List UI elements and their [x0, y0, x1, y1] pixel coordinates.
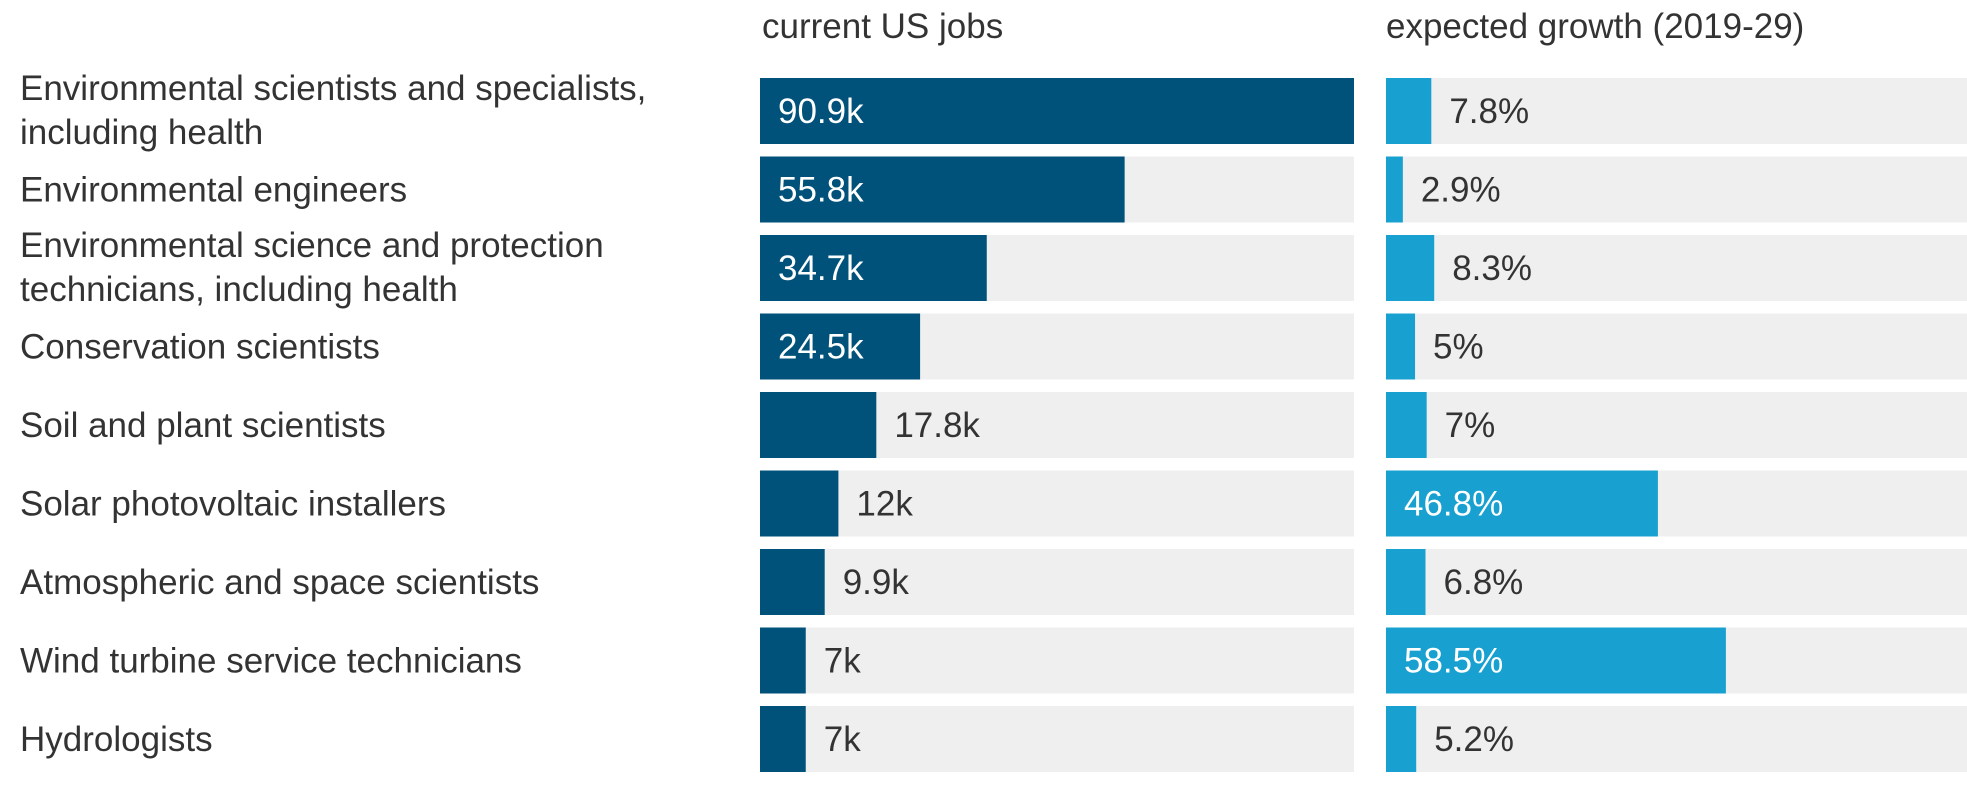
chart-rows: Environmental scientists and specialists… [20, 69, 1967, 772]
jobs-bar-track [760, 706, 1354, 772]
growth-bar [1386, 549, 1426, 615]
growth-value-label: 8.3% [1452, 249, 1532, 288]
growth-value-label: 7.8% [1449, 92, 1529, 131]
growth-bar [1386, 470, 1658, 537]
growth-bar-track [1386, 313, 1967, 380]
jobs-bar [760, 706, 806, 772]
jobs-bar [760, 627, 806, 694]
jobs-bar [760, 313, 921, 380]
growth-bar-track [1386, 78, 1967, 144]
category-label: Wind turbine service technicians [20, 642, 522, 681]
growth-column-header: expected growth (2019-29) [1386, 7, 1804, 46]
jobs-bar-track [760, 470, 1354, 537]
category-label-line: including health [20, 113, 263, 152]
category-label: Atmospheric and space scientists [20, 563, 539, 602]
jobs-value-label: 55.8k [778, 171, 864, 210]
category-label-line: technicians, including health [20, 270, 458, 309]
category-label-line: Environmental scientists and specialists… [20, 69, 646, 108]
growth-value-label: 46.8% [1404, 485, 1503, 524]
growth-value-label: 6.8% [1444, 563, 1524, 602]
growth-bar [1386, 78, 1432, 144]
growth-value-label: 2.9% [1421, 171, 1501, 210]
jobs-value-label: 17.8k [894, 406, 980, 445]
category-label: Hydrologists [20, 720, 213, 759]
jobs-bar [760, 156, 1125, 223]
growth-bar-track [1386, 706, 1967, 772]
growth-value-label: 5.2% [1434, 720, 1514, 759]
category-label: Conservation scientists [20, 328, 380, 367]
growth-bar [1386, 706, 1417, 772]
jobs-bar [760, 392, 877, 458]
jobs-bar-track [760, 549, 1354, 615]
growth-bar [1386, 627, 1726, 694]
category-label: Solar photovoltaic installers [20, 485, 446, 524]
growth-value-label: 58.5% [1404, 642, 1503, 681]
category-label: Soil and plant scientists [20, 406, 386, 445]
jobs-value-label: 34.7k [778, 249, 864, 288]
growth-bar [1386, 235, 1435, 301]
jobs-value-label: 7k [824, 720, 861, 759]
jobs-bar [760, 78, 1354, 144]
growth-bar [1386, 156, 1403, 223]
jobs-bar [760, 470, 839, 537]
jobs-value-label: 9.9k [843, 563, 910, 602]
growth-bar-track [1386, 235, 1967, 301]
growth-bar-track [1386, 156, 1967, 223]
growth-bar-track [1386, 549, 1967, 615]
growth-bar [1386, 313, 1416, 380]
category-label: Environmental scientists and specialists… [20, 69, 646, 152]
jobs-bar [760, 235, 987, 301]
category-label: Environmental engineers [20, 171, 407, 210]
growth-value-label: 5% [1433, 328, 1484, 367]
category-label-line: Environmental science and protection [20, 226, 604, 265]
jobs-value-label: 90.9k [778, 92, 864, 131]
jobs-column-header: current US jobs [762, 7, 1003, 46]
growth-bar [1386, 392, 1427, 458]
jobs-value-label: 12k [856, 485, 913, 524]
jobs-value-label: 7k [824, 642, 861, 681]
growth-value-label: 7% [1445, 406, 1496, 445]
jobs-bar-track [760, 627, 1354, 694]
jobs-value-label: 24.5k [778, 328, 864, 367]
jobs-bar [760, 549, 825, 615]
growth-bar-track [1386, 392, 1967, 458]
category-label: Environmental science and protection tech… [20, 226, 604, 309]
